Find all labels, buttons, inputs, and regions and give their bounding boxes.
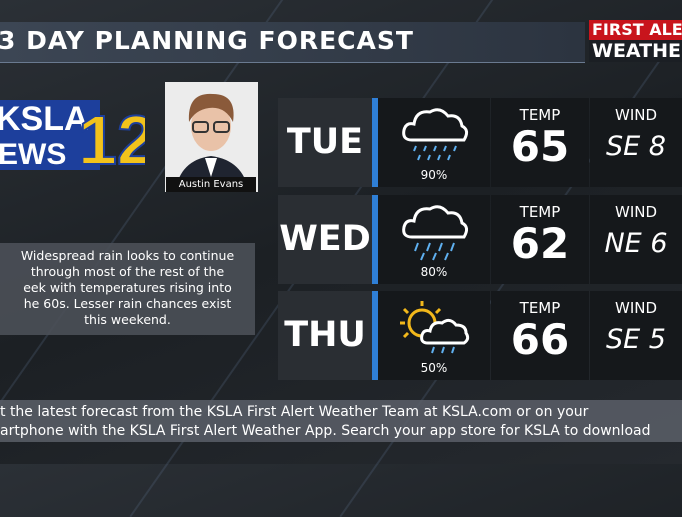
accent-bar <box>372 291 378 380</box>
temp: 65 <box>510 122 570 171</box>
weather-icon: 90% <box>378 98 490 187</box>
ticker: t the latest forecast from the KSLA Firs… <box>0 400 682 442</box>
day: WED <box>278 195 372 284</box>
face <box>191 101 231 151</box>
logo-block <box>0 136 100 170</box>
temp-block: TEMP 66 <box>491 291 589 380</box>
temp-block: TEMP 65 <box>491 98 589 187</box>
precip: 80% <box>420 265 448 279</box>
wind-label: WIND <box>614 106 658 124</box>
rain <box>431 346 455 354</box>
header: 3 DAY PLANNING FORECAST <box>0 22 585 63</box>
shirt <box>205 158 217 177</box>
rain-icon <box>402 205 469 261</box>
hair <box>188 93 234 122</box>
summary-line: this weekend. <box>84 312 171 327</box>
precip: 90% <box>420 168 448 182</box>
rain-icon <box>402 108 469 161</box>
station-logo: KSLA EWS 12 <box>0 100 145 170</box>
forecast-row: WED 80% TEMP 62 WIND NE 6 <box>278 195 682 284</box>
temp: 62 <box>510 219 570 268</box>
wind-label: WIND <box>614 203 658 221</box>
temp-label: TEMP <box>519 203 561 221</box>
temp-label: TEMP <box>519 106 561 124</box>
cloud <box>420 318 470 345</box>
weather-icon: 50% <box>378 291 490 380</box>
rain <box>414 242 455 261</box>
summary: Widespread rain looks to continue throug… <box>0 243 255 335</box>
temp-block: TEMP 62 <box>491 195 589 284</box>
title: 3 DAY PLANNING FORECAST <box>0 26 414 55</box>
glasses <box>213 121 230 133</box>
presenter-name: Austin Evans <box>166 177 256 192</box>
presenter-photo <box>165 82 258 192</box>
brand-bottom: WEATHE <box>589 40 682 62</box>
wind: NE 6 <box>604 228 668 259</box>
rain <box>413 145 457 161</box>
wind: SE 8 <box>606 131 666 162</box>
accent-bar <box>372 98 378 187</box>
brand: FIRST ALE WEATHE <box>589 20 682 62</box>
ticker-line: artphone with the KSLA First Alert Weath… <box>0 423 651 439</box>
temp: 66 <box>510 315 570 364</box>
wind: SE 5 <box>606 324 666 355</box>
summary-line: Widespread rain looks to continue <box>20 248 235 263</box>
summary-line: eek with temperatures rising into <box>23 280 232 295</box>
precip: 50% <box>420 361 448 375</box>
logo-channel: 12 <box>78 101 145 170</box>
logo-station: KSLA <box>0 100 89 138</box>
day: TUE <box>278 98 372 187</box>
weather-icon: 80% <box>378 195 490 284</box>
summary-line: through most of the rest of the <box>30 264 225 279</box>
cloud <box>402 108 469 142</box>
wind-label: WIND <box>614 299 658 317</box>
brand-top: FIRST ALE <box>589 20 682 40</box>
temp-label: TEMP <box>519 299 561 317</box>
forecast-row: THU 50% TEMP 66 WIND SE 5 <box>278 291 682 380</box>
cloud <box>402 205 469 239</box>
glasses <box>192 121 209 133</box>
wind-block: WIND SE 8 <box>590 98 682 187</box>
forecast-row: TUE 90% TEMP 65 WIND SE 8 <box>278 98 682 187</box>
sun-rain-icon <box>400 301 470 354</box>
wind-block: WIND SE 5 <box>590 291 682 380</box>
logo-news: EWS <box>0 138 66 170</box>
accent-bar <box>372 195 378 284</box>
ticker-line: t the latest forecast from the KSLA Firs… <box>0 404 589 420</box>
logo-block <box>0 100 100 136</box>
day: THU <box>278 291 372 380</box>
wind-block: WIND NE 6 <box>590 195 682 284</box>
summary-line: he 60s. Lesser rain chances exist <box>23 296 232 311</box>
